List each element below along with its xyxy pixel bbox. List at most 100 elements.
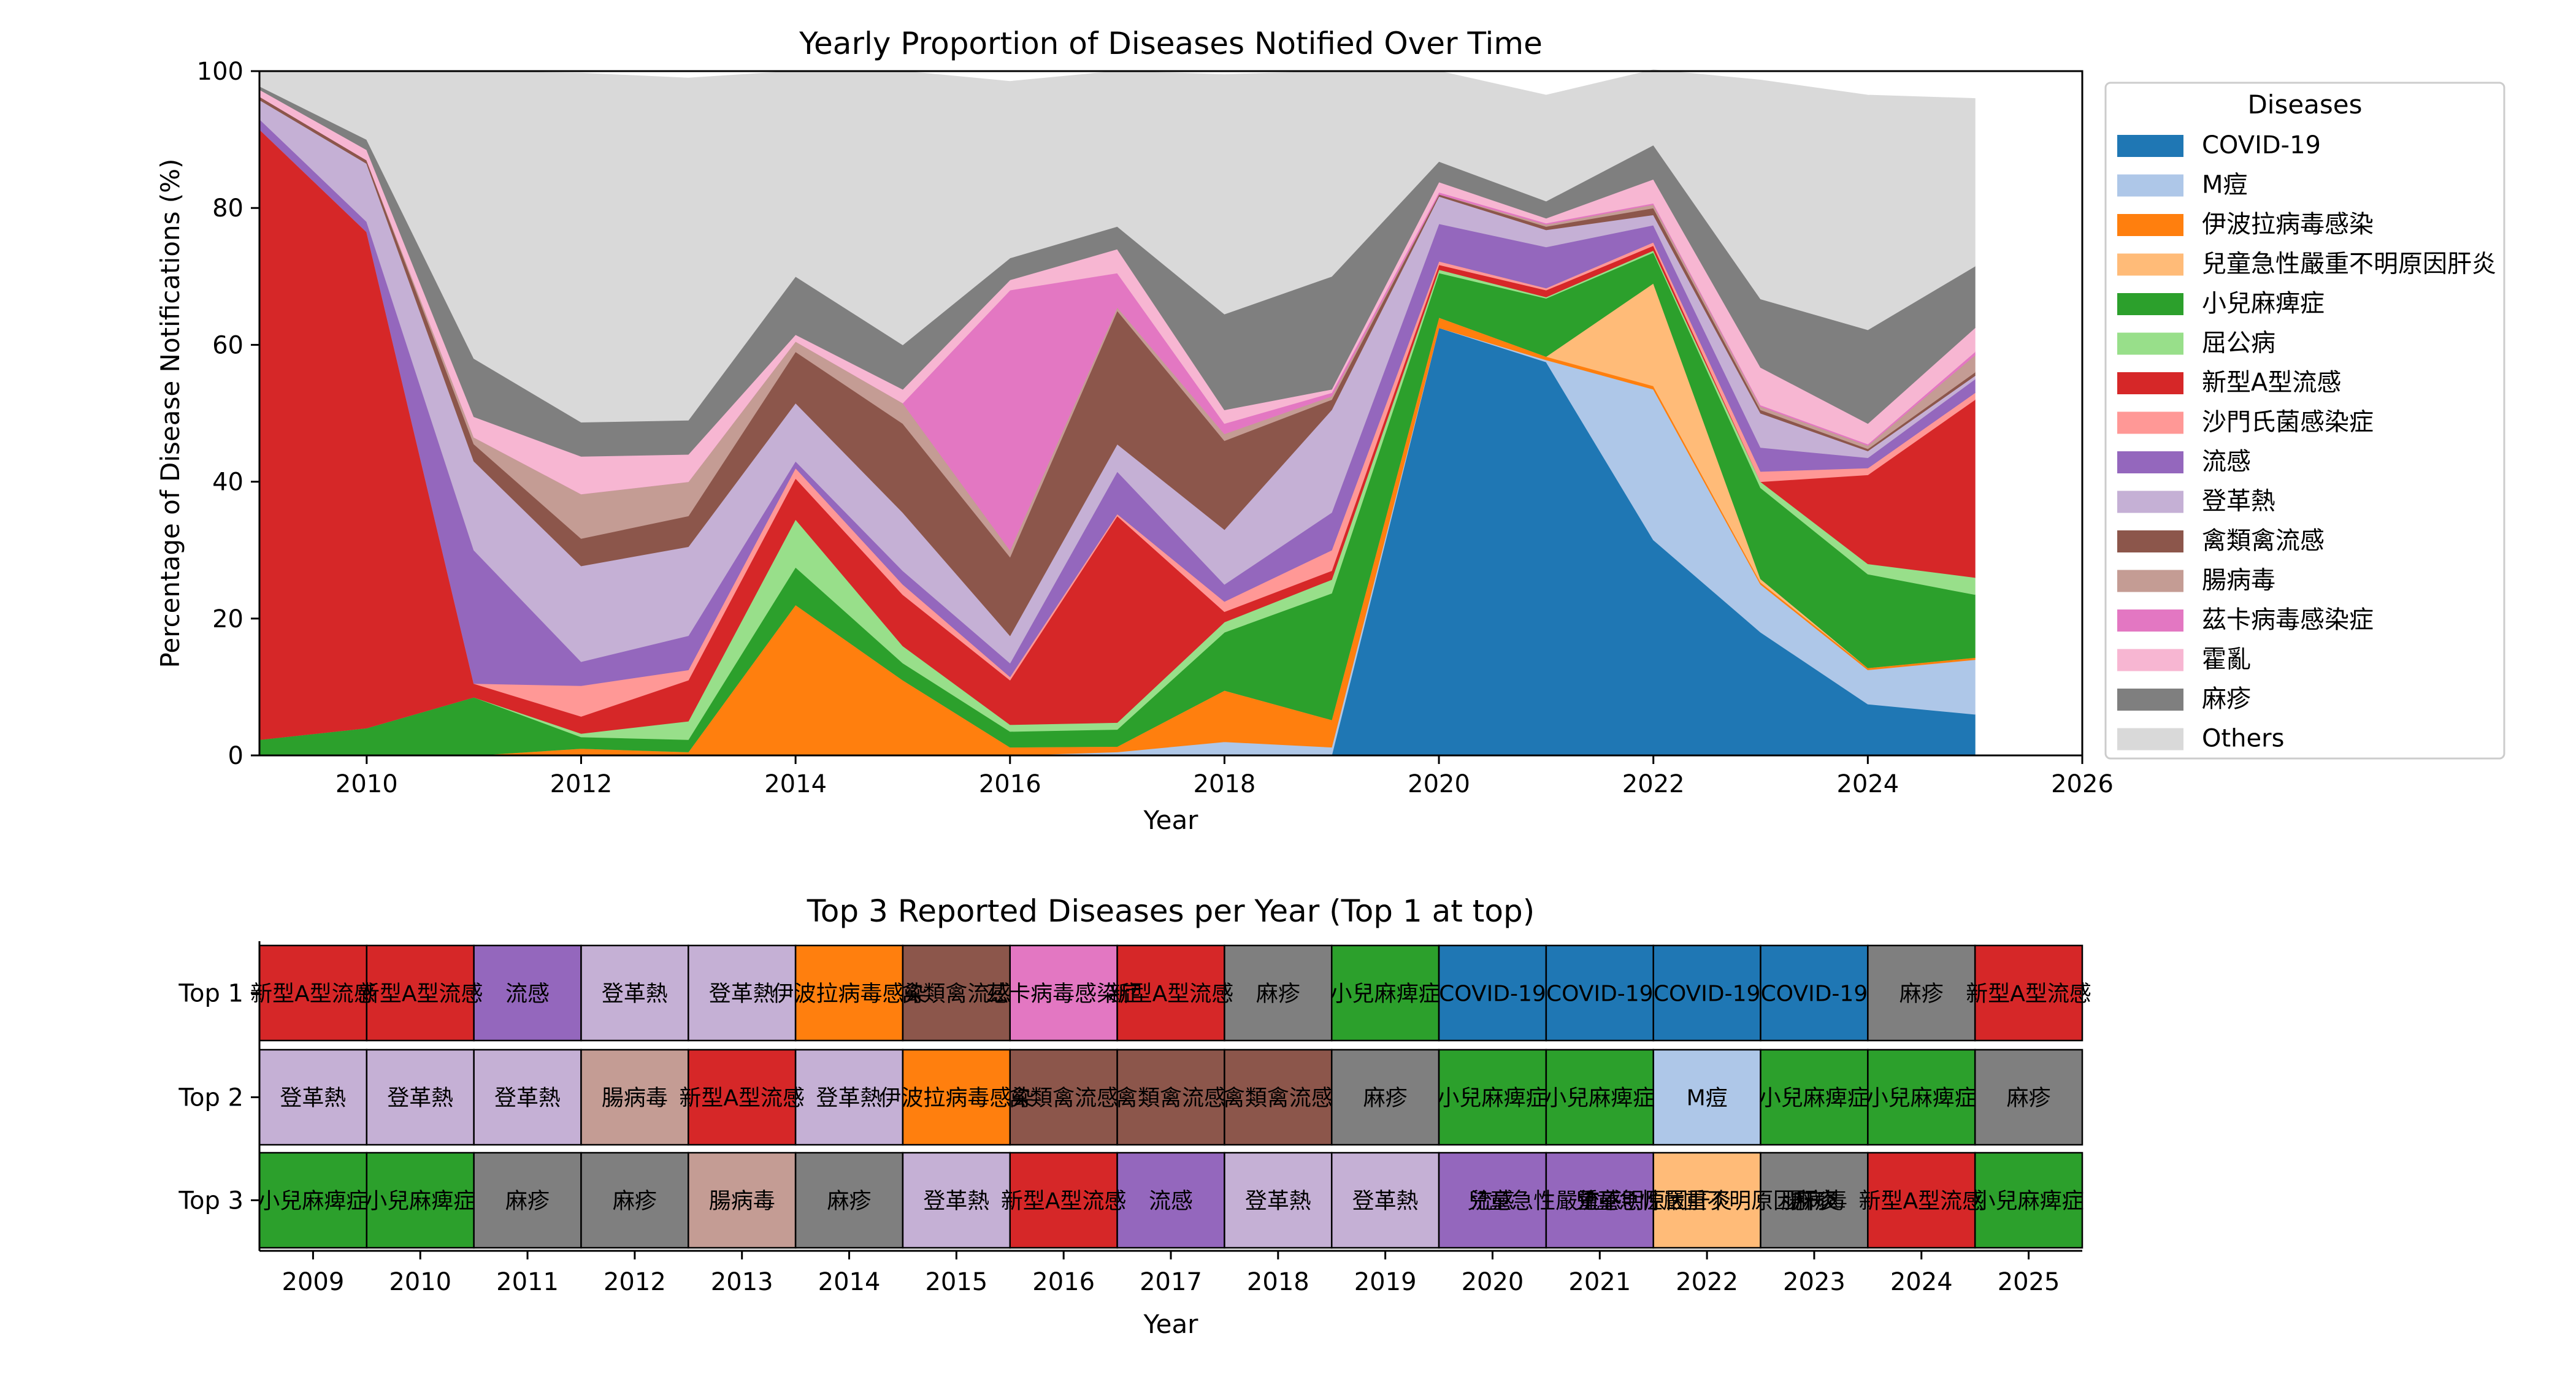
x-tick-label-3: 2016 <box>979 770 1041 798</box>
legend-swatch-0 <box>2117 135 2183 157</box>
legend-label-7: 沙門氏菌感染症 <box>2202 408 2374 437</box>
column-label-2: 2011 <box>496 1268 559 1296</box>
table-cell-label: 禽類禽流感 <box>1008 1086 1119 1111</box>
table-cell-label: M痘 <box>1687 1086 1728 1111</box>
table-cell <box>473 944 582 1042</box>
column-label-9: 2018 <box>1247 1268 1309 1296</box>
y-axis-label: Percentage of Disease Notifications (%) <box>155 159 185 668</box>
row-label-0: Top 1 <box>178 980 243 1008</box>
table-cell-label: 伊波拉病毒感染 <box>879 1086 1033 1111</box>
table-cell <box>1224 1048 1333 1146</box>
table-cell <box>258 1152 368 1249</box>
row-label-2: Top 3 <box>178 1187 243 1215</box>
table-cell <box>1438 1152 1547 1249</box>
column-label-3: 2012 <box>604 1268 666 1296</box>
y-tick-label-4: 80 <box>212 194 243 223</box>
table-cell <box>688 1048 797 1146</box>
table-cell <box>1760 944 1869 1042</box>
y-tick-label-1: 20 <box>212 605 243 633</box>
legend-swatch-5 <box>2117 332 2183 355</box>
table-cell <box>1760 1152 1869 1249</box>
legend-swatch-10 <box>2117 530 2183 552</box>
legend-swatch-14 <box>2117 689 2183 711</box>
column-label-6: 2015 <box>925 1268 987 1296</box>
table-cell-label: 麻疹 <box>1363 1086 1408 1111</box>
table-cell <box>1760 1048 1869 1146</box>
table-cell-label: 登革熱 <box>494 1086 561 1111</box>
table-cell-label: 小兒麻痺症 <box>258 1189 368 1214</box>
table-cell <box>1224 944 1333 1042</box>
table-cell <box>688 1152 797 1249</box>
table-cell <box>1867 1048 1976 1146</box>
legend-swatch-1 <box>2117 174 2183 197</box>
legend-label-4: 小兒麻痺症 <box>2202 289 2325 318</box>
table-cell-label: 小兒麻痺症 <box>365 1189 475 1214</box>
table-cell <box>1116 944 1225 1042</box>
x-tick-label-8: 2026 <box>2051 770 2114 798</box>
table-cell <box>1652 1048 1761 1146</box>
column-label-10: 2019 <box>1354 1268 1417 1296</box>
table-cell <box>258 1048 368 1146</box>
legend-frame <box>2104 82 2505 760</box>
table-cell <box>794 1152 904 1249</box>
column-label-11: 2020 <box>1462 1268 1524 1296</box>
y-tick-label-0: 0 <box>228 742 243 770</box>
table-cell <box>902 944 1011 1042</box>
column-label-5: 2014 <box>818 1268 881 1296</box>
table-cell <box>794 1048 904 1146</box>
table-cell <box>794 944 904 1042</box>
legend-label-2: 伊波拉病毒感染 <box>2202 210 2374 239</box>
column-label-14: 2023 <box>1783 1268 1846 1296</box>
table-cell <box>1867 1152 1976 1249</box>
table-cell-label: 小兒麻痺症 <box>1974 1189 2084 1214</box>
table-cell <box>688 944 797 1042</box>
legend-swatch-3 <box>2117 253 2183 276</box>
table-cell-label: 新型A型流感 <box>679 1086 805 1111</box>
legend-swatch-6 <box>2117 372 2183 394</box>
column-label-7: 2016 <box>1032 1268 1095 1296</box>
column-label-8: 2017 <box>1140 1268 1202 1296</box>
table-cell <box>1116 1152 1225 1249</box>
legend-swatch-11 <box>2117 570 2183 592</box>
table-cell <box>366 944 475 1042</box>
top3-table-chart: Top 3 Reported Diseases per Year (Top 1 … <box>178 893 2091 1339</box>
table-cell-label: 腸病毒 <box>1781 1189 1847 1214</box>
legend-label-8: 流感 <box>2202 448 2251 476</box>
column-label-1: 2010 <box>389 1268 451 1296</box>
table-cell <box>1009 1152 1118 1249</box>
legend-swatch-9 <box>2117 491 2183 513</box>
table-cell <box>1116 1048 1225 1146</box>
y-tick-label-2: 40 <box>212 468 243 497</box>
legend: Diseases COVID-19 M痘伊波拉病毒感染兒童急性嚴重不明原因肝炎小兒… <box>2104 82 2505 760</box>
x-tick-label-6: 2022 <box>1622 770 1685 798</box>
legend-label-3: 兒童急性嚴重不明原因肝炎 <box>2202 250 2496 278</box>
table-cell <box>1974 944 2083 1042</box>
legend-label-9: 登革熱 <box>2202 487 2275 516</box>
area-chart-title: Yearly Proportion of Diseases Notified O… <box>799 26 1543 61</box>
table-cell <box>1330 1152 1440 1249</box>
table-cell-label: 新型A型流感 <box>1001 1189 1127 1214</box>
legend-label-14: 麻疹 <box>2202 685 2251 713</box>
legend-label-12: 茲卡病毒感染症 <box>2202 606 2374 634</box>
legend-swatch-13 <box>2117 649 2183 671</box>
table-cell-label: 麻疹 <box>2007 1086 2051 1111</box>
table-cell-label: 登革熱 <box>387 1086 453 1111</box>
x-tick-label-4: 2018 <box>1194 770 1256 798</box>
table-cell-label: 新型A型流感 <box>250 982 376 1007</box>
table-cell-label: 兒童急性嚴重不明原因肝炎 <box>1574 1189 1839 1214</box>
table-cell <box>1974 1048 2083 1146</box>
table-cell-label: 登革熱 <box>923 1189 989 1214</box>
legend-title: Diseases <box>2247 90 2362 120</box>
table-cell <box>580 1152 689 1249</box>
row-labels: Top 1 Top 2 Top 3 <box>178 980 259 1215</box>
table-cell-label: 登革熱 <box>709 982 775 1007</box>
x-tick-label-7: 2024 <box>1836 770 1899 798</box>
legend-swatch-7 <box>2117 411 2183 434</box>
stacked-area-chart: Yearly Proportion of Diseases Notified O… <box>155 26 2505 835</box>
table-cell <box>1545 944 1654 1042</box>
table-cell <box>473 1152 582 1249</box>
table-cell-label: 登革熱 <box>1245 1189 1311 1214</box>
table-chart-title: Top 3 Reported Diseases per Year (Top 1 … <box>807 893 1535 929</box>
table-cell-label: 禽類禽流感 <box>901 982 1011 1007</box>
